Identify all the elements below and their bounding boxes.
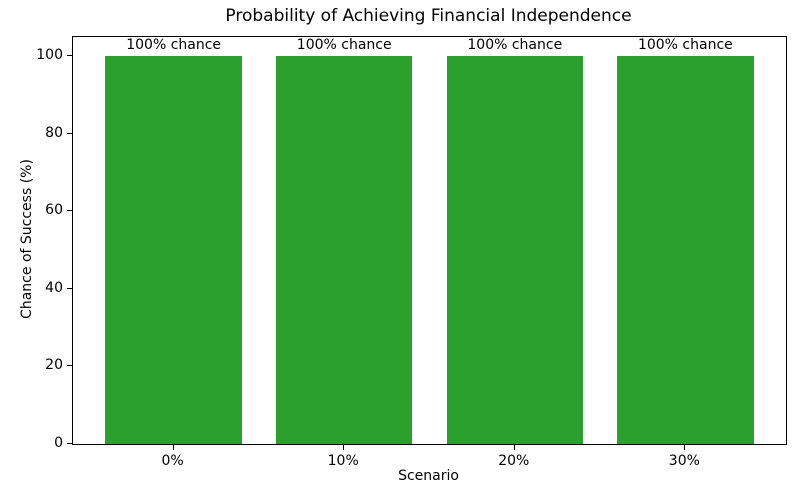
x-tick-label: 20% bbox=[498, 453, 530, 469]
x-tick-label: 10% bbox=[327, 453, 359, 469]
y-tick-mark bbox=[67, 55, 72, 56]
x-tick-mark bbox=[343, 445, 345, 450]
bar-value-label: 100% chance bbox=[637, 37, 733, 54]
y-tick-label: 80 bbox=[45, 125, 63, 141]
bar-value-label: 100% chance bbox=[467, 37, 563, 54]
chart-title: Probability of Achieving Financial Indep… bbox=[225, 6, 632, 26]
y-tick-mark bbox=[67, 133, 72, 134]
y-tick-label: 0 bbox=[54, 435, 63, 451]
x-tick-label: 30% bbox=[668, 453, 700, 469]
bar-value-label: 100% chance bbox=[126, 37, 222, 54]
bar bbox=[275, 56, 413, 444]
y-tick-label: 100 bbox=[36, 47, 63, 63]
x-tick-label: 0% bbox=[161, 453, 184, 469]
bar bbox=[617, 56, 754, 444]
y-tick-mark bbox=[67, 443, 72, 444]
y-tick-label: 40 bbox=[45, 280, 63, 296]
y-tick-mark bbox=[67, 288, 72, 289]
y-tick-label: 60 bbox=[45, 202, 63, 218]
bar bbox=[105, 56, 242, 444]
bar bbox=[446, 56, 583, 444]
x-axis-label: Scenario bbox=[398, 468, 459, 484]
y-axis-label: Chance of Success (%) bbox=[19, 159, 35, 319]
plot-area: 100% chance 100% chance 100% chance 100% ch… bbox=[72, 36, 787, 445]
bar-value-label: 100% chance bbox=[296, 37, 392, 54]
y-tick-mark bbox=[67, 210, 72, 211]
x-tick-mark bbox=[684, 445, 686, 450]
x-tick-mark bbox=[172, 445, 174, 450]
y-tick-label: 20 bbox=[45, 357, 63, 373]
y-tick-mark bbox=[67, 365, 72, 366]
x-tick-mark bbox=[513, 445, 515, 450]
